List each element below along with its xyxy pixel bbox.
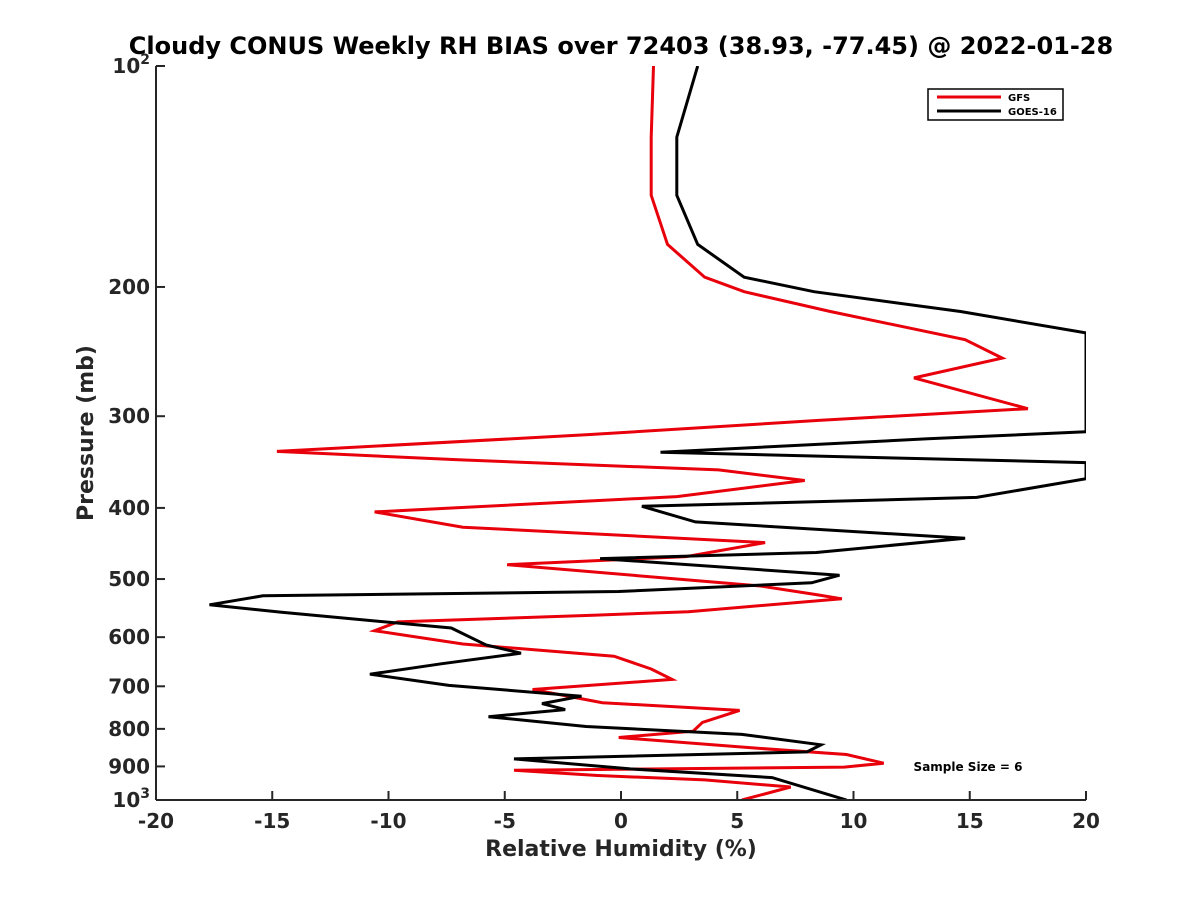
x-tick-label: 0 xyxy=(614,809,628,833)
x-tick-label: 15 xyxy=(956,809,984,833)
y-tick-label: 300 xyxy=(108,404,150,428)
chart-title: Cloudy CONUS Weekly RH BIAS over 72403 (… xyxy=(129,32,1113,60)
plot-area: -20 -15 -10 -5 0 5 10 15 20 102 200 300 400 500 600 700… xyxy=(108,52,1100,833)
y-axis-label: Pressure (mb) xyxy=(74,345,99,521)
x-tick-label: 20 xyxy=(1072,809,1100,833)
x-tick-label: 5 xyxy=(730,809,744,833)
y-tick-label: 200 xyxy=(108,275,150,299)
y-tick-label: 500 xyxy=(108,567,150,591)
x-tick-label: -20 xyxy=(138,809,174,833)
y-tick-label: 700 xyxy=(108,674,150,698)
y-tick-label: 400 xyxy=(108,496,150,520)
series-line-1 xyxy=(276,66,1029,800)
x-tick-label: -15 xyxy=(254,809,290,833)
x-tick-label: -10 xyxy=(370,809,406,833)
x-axis-label: Relative Humidity (%) xyxy=(485,837,757,862)
x-tick-label: 10 xyxy=(840,809,868,833)
legend-label-2: GOES-16 xyxy=(1008,107,1057,118)
sample-size-annotation: Sample Size = 6 xyxy=(914,760,1023,774)
legend: GFS GOES-16 xyxy=(927,88,1064,121)
y-tick-label: 102 xyxy=(112,52,150,78)
y-tick-label: 103 xyxy=(112,786,150,812)
y-tick-label: 900 xyxy=(108,754,150,778)
x-tick-label: -5 xyxy=(494,809,516,833)
y-tick-label: 800 xyxy=(108,717,150,741)
series-line-2 xyxy=(209,66,1086,800)
legend-label-1: GFS xyxy=(1008,93,1030,104)
legend-box xyxy=(927,88,1064,121)
y-tick-label: 600 xyxy=(108,625,150,649)
